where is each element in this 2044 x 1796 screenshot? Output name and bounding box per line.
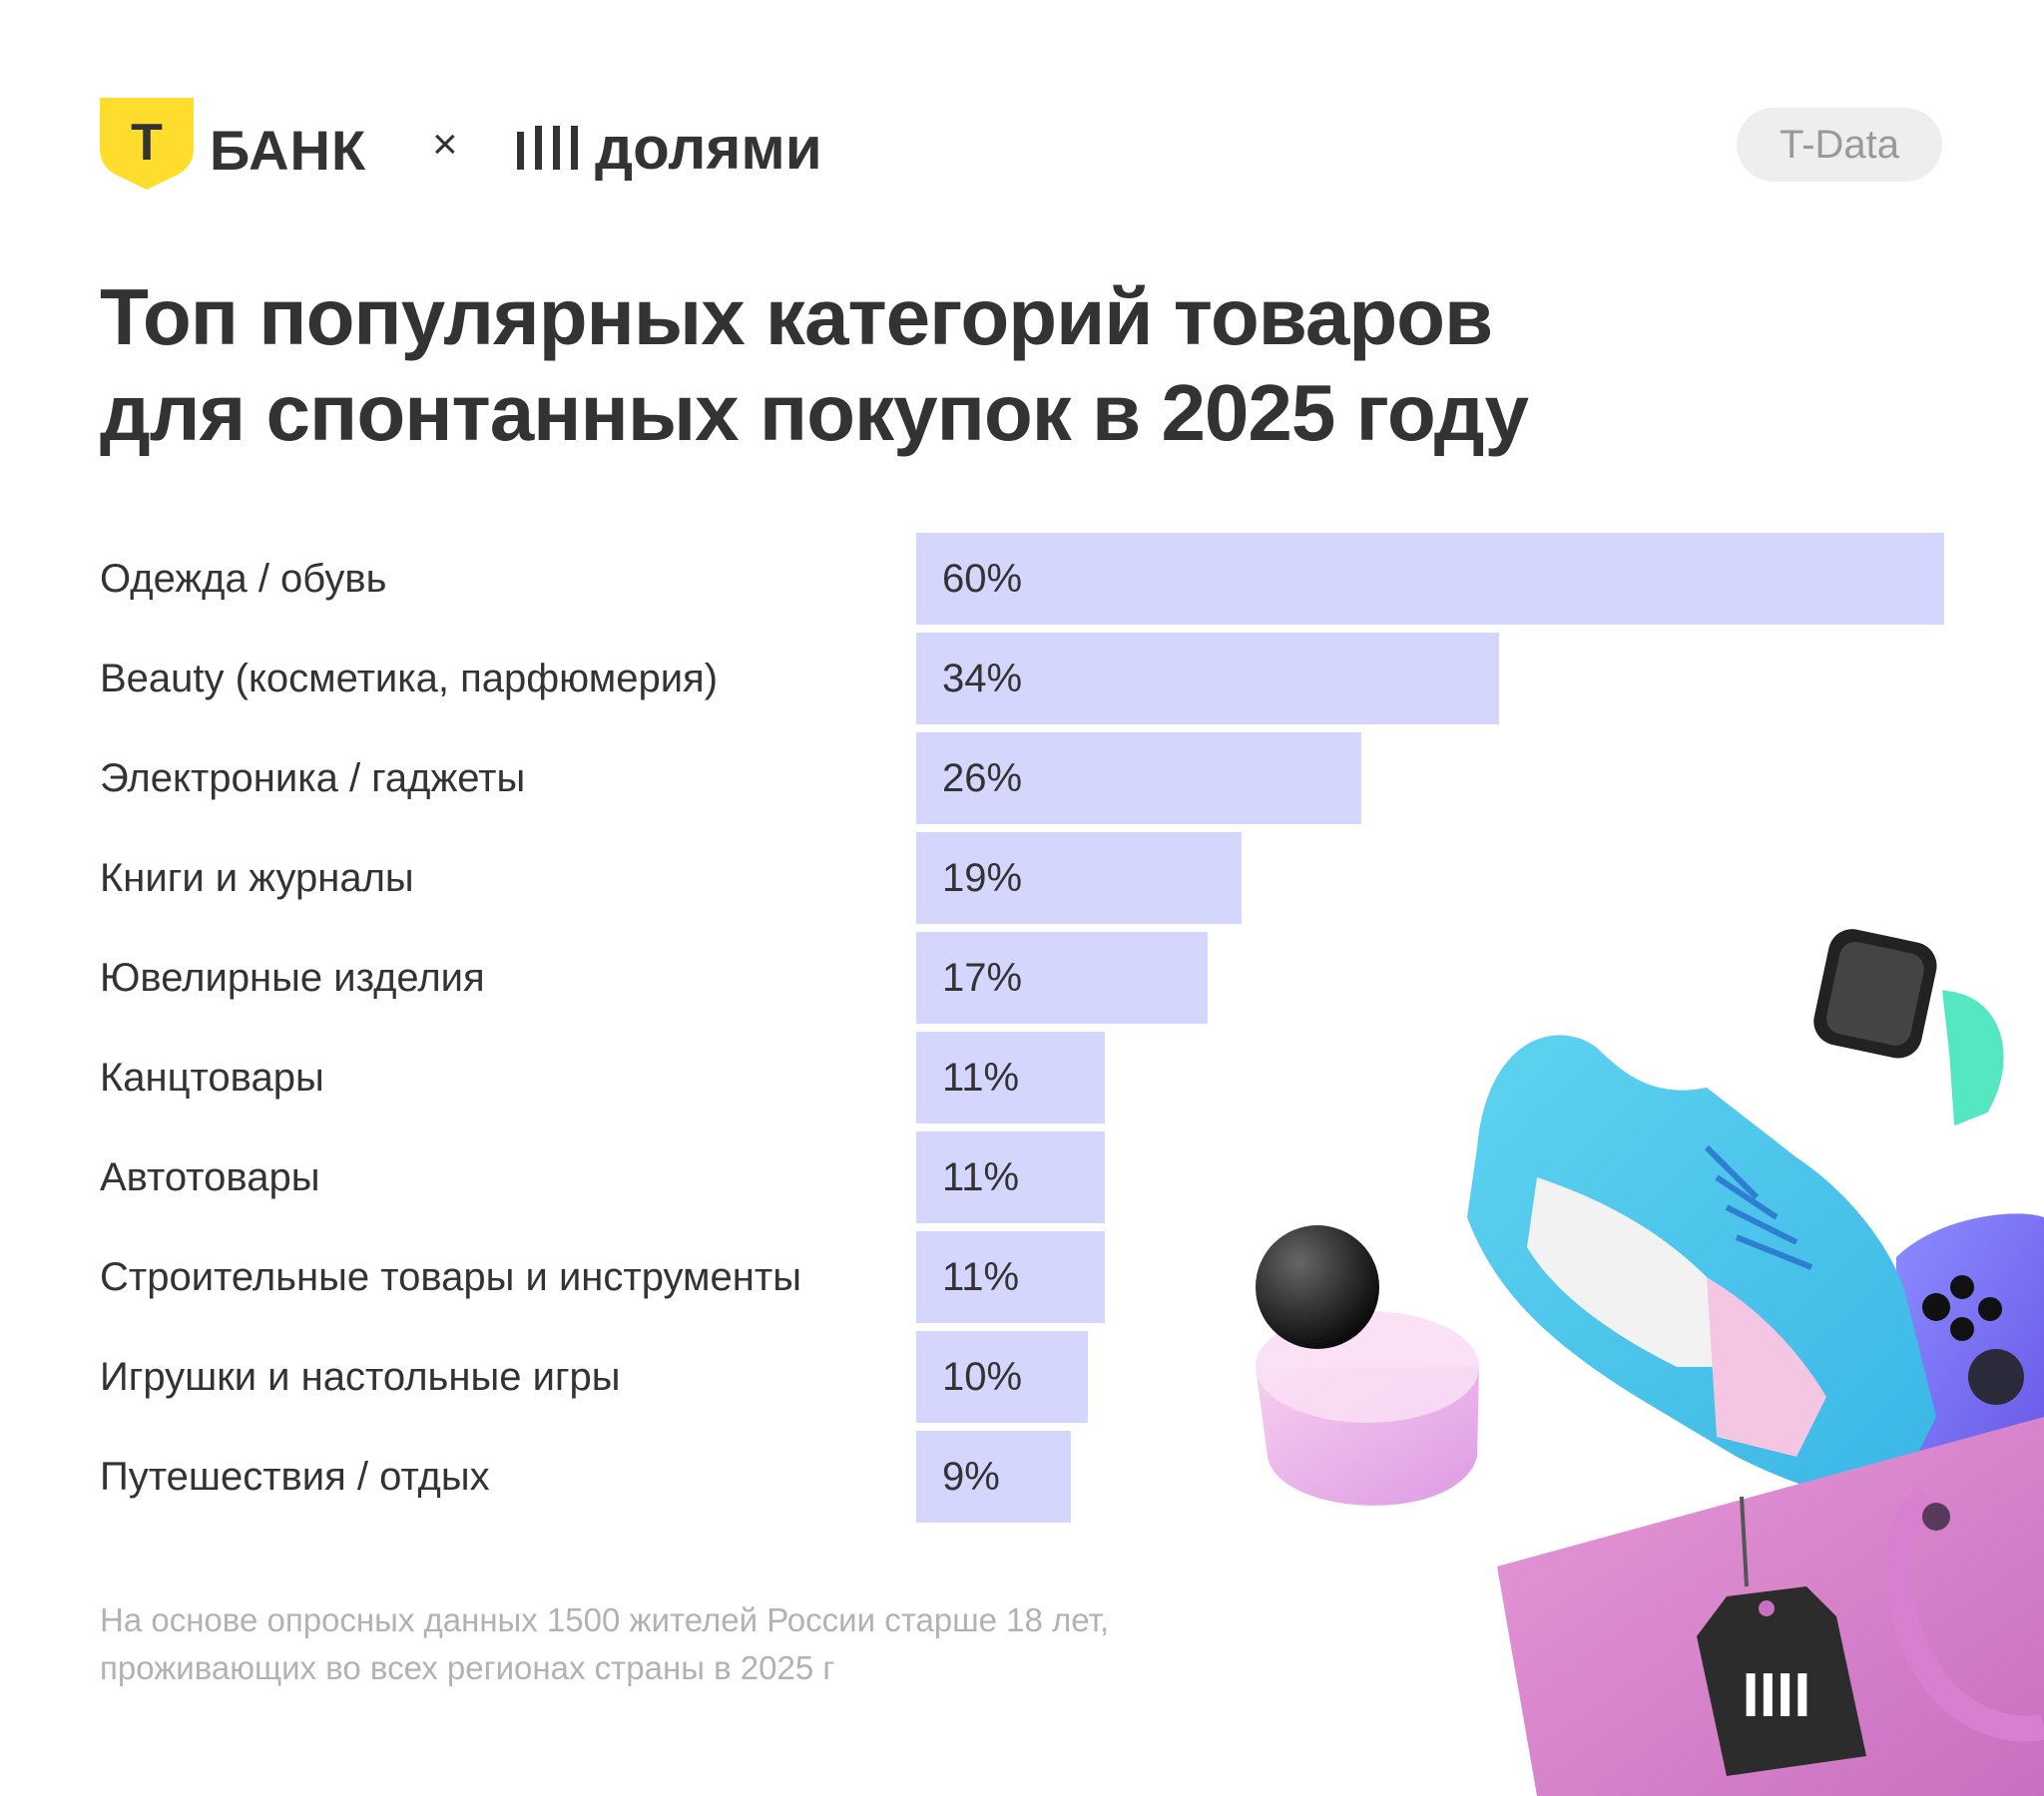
t-bank-logo-letter: Т <box>131 114 163 172</box>
partner-name: долями <box>595 115 822 182</box>
gamepad-icon <box>1896 1213 2044 1457</box>
dolyami-logo-icon <box>517 126 578 170</box>
category-label: Путешествия / отдых <box>100 1455 490 1499</box>
bar-value-label: 10% <box>942 1355 1023 1399</box>
sneaker-icon <box>1455 1035 1936 1525</box>
category-label: Электроника / гаджеты <box>100 756 526 800</box>
products-illustration: IIII <box>1256 929 2044 1796</box>
bar-value-label: 11% <box>942 1255 1020 1299</box>
bar <box>916 1131 1105 1223</box>
bar-value-label: 19% <box>942 856 1023 900</box>
bar <box>916 1231 1105 1323</box>
page-title: Топ популярных категорий товаров для спо… <box>100 269 1529 461</box>
bar <box>916 1032 1105 1123</box>
footnote-line: На основе опросных данных 1500 жителей Р… <box>100 1601 1110 1638</box>
bar <box>916 932 1208 1024</box>
price-tag-icon: IIII <box>1697 1496 1866 1776</box>
footnote: На основе опросных данных 1500 жителей Р… <box>100 1596 1109 1692</box>
bar <box>916 832 1242 924</box>
title-line: для спонтанных покупок в 2025 году <box>100 368 1529 457</box>
bar <box>916 533 1944 625</box>
collab-times: × <box>432 120 458 169</box>
bar-value-label: 34% <box>942 657 1023 700</box>
bar <box>916 732 1361 824</box>
category-label: Книги и журналы <box>100 856 414 900</box>
bar-value-label: 60% <box>942 557 1023 601</box>
tag-mark: IIII <box>1743 1661 1811 1730</box>
bar-value-label: 9% <box>942 1455 1000 1499</box>
category-label: Строительные товары и инструменты <box>100 1255 801 1299</box>
t-bank-logo-icon: Т <box>100 98 194 190</box>
category-label: Ювелирные изделия <box>100 956 485 1000</box>
perfume-icon <box>1256 1225 1479 1506</box>
bar <box>916 1331 1088 1423</box>
category-label: Одежда / обувь <box>100 557 387 601</box>
source-badge: T-Data <box>1737 108 1942 182</box>
bar <box>916 1431 1071 1523</box>
bar-value-label: 26% <box>942 756 1023 800</box>
footnote-line: проживающих во всех регионах страны в 20… <box>100 1649 835 1686</box>
bar-value-label: 11% <box>942 1155 1020 1199</box>
bar-value-label: 11% <box>942 1056 1020 1100</box>
category-label: Игрушки и настольные игры <box>100 1355 621 1399</box>
bar <box>916 633 1499 724</box>
category-label: Автотовары <box>100 1155 320 1199</box>
category-label: Beauty (косметика, парфюмерия) <box>100 657 719 700</box>
bar-value-label: 17% <box>942 956 1023 1000</box>
header: Т БАНК × долями T-Data <box>100 98 1946 194</box>
category-label: Канцтовары <box>100 1056 324 1100</box>
title-line: Топ популярных категорий товаров <box>100 272 1493 361</box>
smartwatch-icon <box>1813 929 2004 1126</box>
bank-name: БАНК <box>210 119 367 182</box>
